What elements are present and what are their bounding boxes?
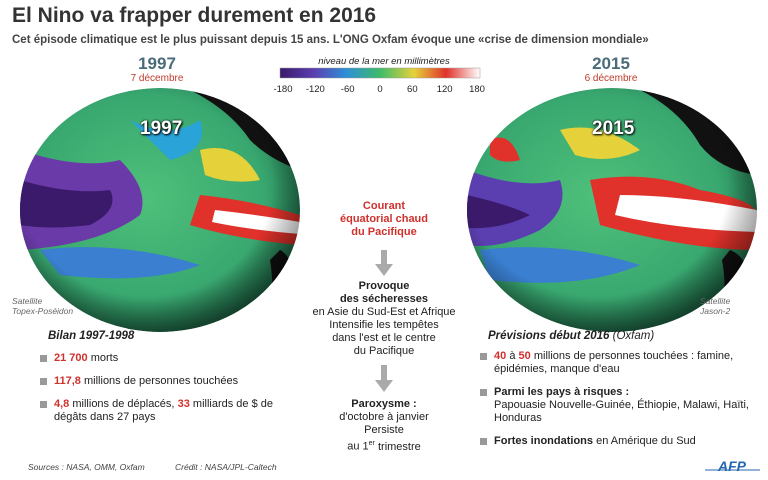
text-part: 33 — [177, 398, 190, 410]
text-part: au 1 — [347, 440, 369, 453]
scale-tick-label: 120 — [436, 84, 453, 95]
current-line: équatorial chaud — [339, 213, 429, 225]
forecast-title: Prévisions début 2016 — [488, 330, 610, 342]
text-part: milliards de $ de dégâts dans 27 pays — [54, 398, 273, 423]
current-line: Courant — [362, 200, 406, 212]
scale-tick-label: 0 — [377, 84, 383, 95]
text-part: millions de personnes touchées : famine,… — [494, 350, 734, 375]
effects: Provoque des sécheresses en Asie du Sud-… — [284, 280, 484, 358]
text-part: en Amérique du Sud — [596, 435, 696, 447]
text-part: 4,8 — [54, 398, 70, 410]
satellite-line: Jason-2 — [700, 306, 731, 316]
current: Courant équatorial chaud du Pacifique — [284, 200, 484, 239]
text-part: Fortes inondations — [494, 435, 593, 447]
effects-line: Intensifie les tempêtes — [329, 319, 439, 331]
satellite-left: Satellite Topex-Poséidon — [12, 296, 73, 316]
scale-label: niveau de la mer en millimètres — [318, 56, 450, 67]
effects-line: dans l'est et le centre — [332, 332, 436, 344]
text-part: Parmi les pays à risques : — [494, 386, 630, 398]
scale-ticks: -180 -120 -60 0 60 120 180 — [0, 84, 768, 98]
paroxysm-line: Persiste — [364, 424, 404, 436]
text-part: trimestre — [377, 440, 421, 453]
current-line: du Pacifique — [351, 226, 417, 238]
bilan-item: 21 700 morts — [40, 352, 280, 365]
date-left: 7 décembre — [130, 73, 184, 84]
subtitle: Cet épisode climatique est le plus puiss… — [12, 34, 649, 46]
satellite-line: Satellite — [700, 296, 731, 306]
paroxysm-title: Paroxysme : — [351, 398, 417, 410]
year-left: 1997 — [138, 54, 176, 73]
forecast-item: Parmi les pays à risques : Papouasie Nouv… — [480, 386, 755, 425]
title: El Nino va frapper durement en 2016 — [12, 4, 377, 27]
overlay-year-right: 2015 — [592, 118, 635, 139]
text-part: 117,8 — [54, 375, 81, 387]
text-part: 40 — [494, 350, 507, 362]
date-right: 6 décembre — [584, 73, 638, 84]
text-part: millions de déplacés, — [72, 398, 175, 410]
text-part: millions de personnes touchées — [84, 375, 239, 387]
satellite-right: Satellite Jason-2 — [700, 296, 730, 316]
forecast-item: Fortes inondations en Amérique du Sud — [480, 435, 755, 448]
effects-title: des sécheresses — [339, 293, 429, 305]
text-part: 21 700 — [54, 352, 88, 364]
bilan-items: 21 700 morts 117,8 millions de personnes to… — [40, 352, 280, 434]
paroxysm-last: au 1er trimestre — [284, 437, 484, 454]
arrow-head — [375, 380, 393, 392]
color-bar — [279, 67, 481, 79]
forecast-note: (Oxfam) — [612, 330, 655, 342]
year-right: 2015 — [592, 54, 630, 73]
scale-tick-label: 60 — [407, 84, 418, 95]
paroxysm: Paroxysme : d'octobre à janvier Persiste… — [284, 398, 484, 454]
text-part: er — [368, 440, 375, 447]
text-part: à — [509, 350, 516, 362]
forecast-items: 40 à 50 millions de personnes touchées : fa… — [480, 350, 755, 458]
effects-title: Provoque — [358, 280, 410, 292]
sources: Sources : NASA, OMM, Oxfam — [28, 462, 145, 472]
text-part: Papouasie Nouvelle-Guinée, Éthiopie, Mal… — [494, 399, 749, 424]
credit: Crédit : NASA/JPL-Caltech — [175, 462, 277, 472]
satellite-line: Topex-Poséidon — [12, 306, 74, 316]
satellite-line: Satellite — [12, 296, 43, 306]
logo: AFP — [718, 458, 746, 474]
paroxysm-line: d'octobre à janvier — [339, 411, 429, 423]
bilan-title: Bilan 1997-1998 — [48, 330, 135, 342]
text-part: morts — [90, 352, 119, 364]
scale-tick-label: -180 — [273, 84, 293, 95]
bilan-item: 117,8 millions de personnes touchées — [40, 375, 280, 388]
globe-2015 — [467, 88, 757, 332]
scale-tick-label: -60 — [340, 84, 355, 95]
overlay-year-left: 1997 — [140, 118, 183, 139]
scale-tick-label: -120 — [305, 84, 325, 95]
forecast-item: 40 à 50 millions de personnes touchées : fa… — [480, 350, 755, 376]
forecast-heading: Prévisions début 2016 (Oxfam) — [488, 330, 654, 342]
scale-tick-label: 180 — [469, 84, 485, 95]
effects-line: en Asie du Sud-Est et Afrique — [312, 306, 456, 318]
bilan-item: 4,8 millions de déplacés, 33 milliards de $… — [40, 398, 280, 424]
effects-line: du Pacifique — [353, 345, 415, 357]
text-part: 50 — [518, 350, 531, 362]
globe-1997 — [20, 88, 300, 332]
arrow-head — [375, 264, 393, 276]
